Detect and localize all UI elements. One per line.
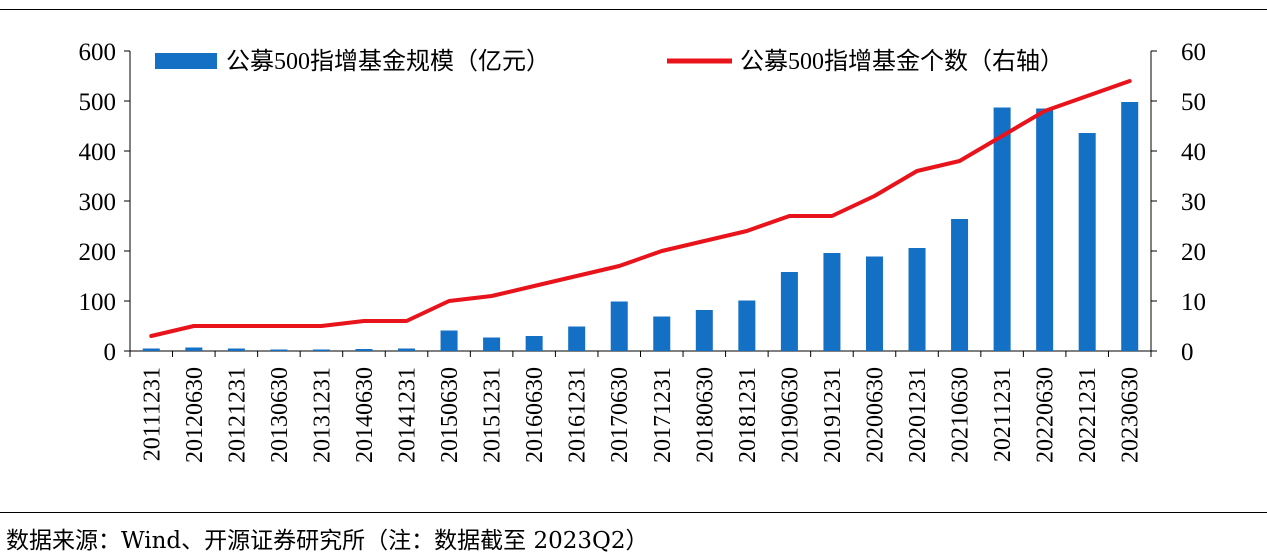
right-tick-label: 50 xyxy=(1181,89,1206,116)
x-tick-label: 20200630 xyxy=(862,367,888,463)
bar xyxy=(270,349,288,351)
bar xyxy=(823,253,841,351)
x-tick-label: 20180630 xyxy=(692,367,718,463)
x-tick-label: 20151231 xyxy=(480,367,506,463)
legend-line-label: 公募500指增基金个数（右轴） xyxy=(740,48,1064,75)
x-tick-label: 20161231 xyxy=(565,367,591,463)
bar xyxy=(142,348,160,351)
bar xyxy=(993,107,1011,351)
left-tick-label: 400 xyxy=(79,139,117,166)
x-tick-label: 20121231 xyxy=(224,367,250,463)
x-tick-label: 20171231 xyxy=(650,367,676,463)
x-tick-label: 20221231 xyxy=(1075,367,1101,463)
bar xyxy=(1078,133,1096,351)
x-tick-label: 20181231 xyxy=(735,367,761,463)
x-tick-label: 20210630 xyxy=(948,367,974,463)
tick-labels: 0 100 200 300 400 500 600 0 10 20 30 40 50 60 20111231… xyxy=(79,39,1207,463)
x-tick-label: 20131231 xyxy=(309,367,335,463)
bar xyxy=(483,337,501,351)
bar xyxy=(185,347,203,351)
bar xyxy=(440,330,458,351)
right-tick-label: 0 xyxy=(1181,339,1194,366)
x-tick-label: 20160630 xyxy=(522,367,548,463)
bar xyxy=(695,310,713,351)
right-tick-label: 60 xyxy=(1181,39,1206,66)
bar xyxy=(653,316,671,351)
legend: 公募500指增基金规模（亿元） 公募500指增基金个数（右轴） xyxy=(155,48,1064,75)
left-tick-label: 600 xyxy=(79,39,117,66)
left-tick-label: 0 xyxy=(104,339,117,366)
left-tick-label: 300 xyxy=(79,189,117,216)
bar xyxy=(1121,102,1139,351)
right-tick-label: 40 xyxy=(1181,139,1206,166)
x-tick-label: 20170630 xyxy=(607,367,633,463)
bar-series xyxy=(142,102,1139,351)
bottom-rule xyxy=(0,512,1267,513)
bar xyxy=(355,349,373,351)
series-line xyxy=(149,79,1132,338)
right-tick-label: 30 xyxy=(1181,189,1206,216)
bar xyxy=(525,336,543,351)
x-tick-label: 20201231 xyxy=(905,367,931,463)
bar xyxy=(780,272,798,351)
x-tick-label: 20130630 xyxy=(267,367,293,463)
right-tick-label: 10 xyxy=(1181,289,1206,316)
x-tick-label: 20211231 xyxy=(990,367,1016,462)
legend-bar-label: 公募500指增基金规模（亿元） xyxy=(226,48,550,75)
x-tick-label: 20230630 xyxy=(1118,367,1144,463)
bar xyxy=(738,300,756,351)
bar xyxy=(568,326,586,351)
x-tick-label: 20111231 xyxy=(139,367,165,461)
bar xyxy=(1036,108,1054,351)
right-tick-label: 20 xyxy=(1181,239,1206,266)
bar xyxy=(865,256,883,351)
bar xyxy=(610,301,628,351)
line-series xyxy=(149,79,1132,338)
bar xyxy=(398,348,416,351)
x-tick-label: 20220630 xyxy=(1033,367,1059,463)
bar xyxy=(227,348,245,351)
x-tick-label: 20191231 xyxy=(820,367,846,463)
x-tick-label: 20190630 xyxy=(777,367,803,463)
left-tick-label: 500 xyxy=(79,89,117,116)
bar xyxy=(908,248,926,351)
bar xyxy=(951,219,969,351)
top-rule xyxy=(0,9,1267,10)
x-tick-label: 20141231 xyxy=(395,367,421,463)
bar xyxy=(312,349,330,351)
axes xyxy=(124,50,1157,357)
left-tick-label: 200 xyxy=(79,239,117,266)
x-tick-label: 20150630 xyxy=(437,367,463,463)
x-tick-label: 20120630 xyxy=(182,367,208,463)
left-tick-label: 100 xyxy=(79,289,117,316)
x-tick-label: 20140630 xyxy=(352,367,378,463)
legend-bar-swatch xyxy=(155,53,217,69)
source-note: 数据来源：Wind、开源证券研究所（注：数据截至 2023Q2） xyxy=(6,528,649,554)
